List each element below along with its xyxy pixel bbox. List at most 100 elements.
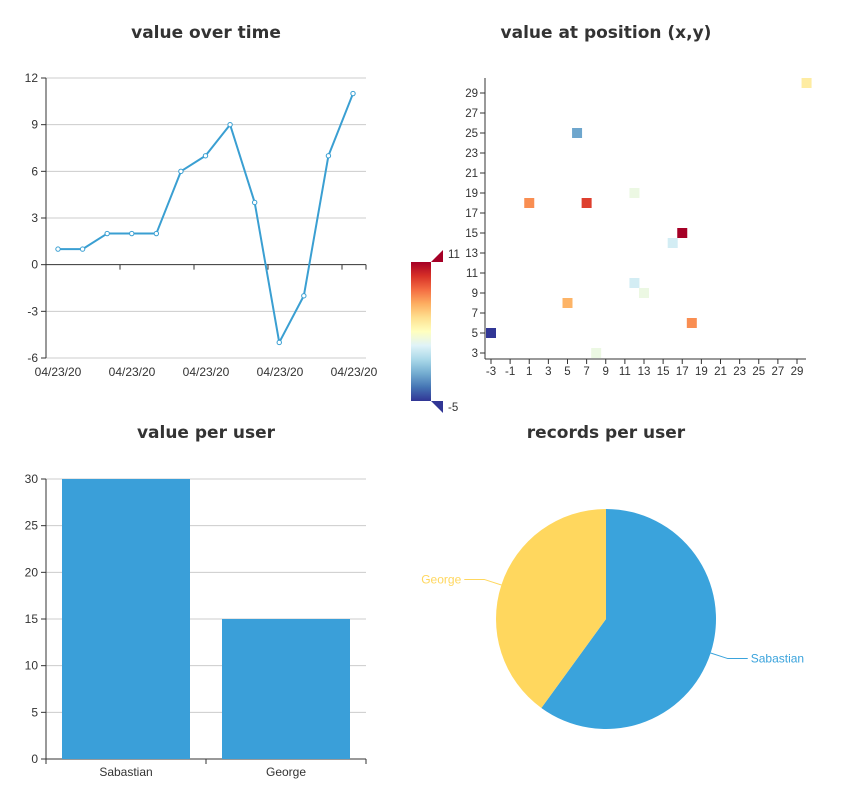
- line-x-tick-label: 04/23/20: [331, 365, 378, 379]
- heatmap-x-tick-label: 3: [545, 366, 551, 378]
- heatmap-x-tick-label: 19: [695, 366, 708, 378]
- pie-chart-title: records per user: [527, 423, 686, 443]
- line-point: [55, 246, 61, 252]
- line-point: [251, 199, 258, 206]
- line-y-tick-label: -6: [27, 351, 38, 365]
- heatmap-cell: [686, 318, 697, 328]
- line-chart: -6 -3 0 3 6 9 12 04/23/20 04/23/20 04/23/20 04/23/…: [25, 71, 378, 379]
- bar-chart: 0 5 10 15 20 25 30 Sabastian George: [25, 472, 367, 779]
- bar-y-tick-label: 25: [25, 519, 39, 533]
- bar-y-tick-label: 0: [31, 752, 38, 766]
- line-point: [79, 246, 86, 252]
- heatmap-cell: [801, 78, 812, 88]
- heatmap-x-tick-label: 9: [603, 366, 609, 378]
- pie-slice-label: Sabastian: [751, 652, 804, 666]
- heatmap-cell: [629, 188, 640, 198]
- line-y-tick-label: 6: [31, 164, 38, 178]
- visual-map-min-handle[interactable]: [431, 401, 443, 413]
- heatmap-y-tick-label: 25: [465, 128, 478, 140]
- bar-y-tick-label: 30: [25, 472, 39, 486]
- line-point: [178, 168, 184, 175]
- heatmap-y-tick-label: 23: [465, 148, 478, 160]
- heatmap-cell: [629, 278, 640, 288]
- heatmap-x-tick-label: -3: [486, 366, 496, 378]
- heatmap-y-tick-label: 7: [472, 308, 478, 320]
- heatmap-cell: [677, 228, 688, 238]
- heatmap-cell: [591, 348, 602, 358]
- line-point: [129, 230, 135, 237]
- heatmap-y-tick-label: 13: [465, 248, 478, 260]
- line-x-tick-label: 04/23/20: [183, 365, 230, 379]
- heatmap-x-tick-label: 15: [657, 366, 670, 378]
- bar-y-tick-label: 10: [25, 659, 39, 673]
- line-y-tick-label: -3: [27, 304, 38, 318]
- visual-map-min-label: -5: [448, 402, 458, 414]
- heatmap-y-tick-label: 9: [472, 288, 478, 300]
- heatmap-x-tick-label: -1: [505, 366, 515, 378]
- heatmap-title: value at position (x,y): [501, 23, 712, 43]
- line-y-tick-label: 3: [31, 211, 38, 225]
- heatmap-x-tick-label: 7: [583, 366, 589, 378]
- heatmap-cell: [572, 128, 583, 138]
- line-point: [202, 153, 209, 159]
- bar-chart-title: value per user: [137, 423, 276, 443]
- line-point: [325, 153, 332, 159]
- heatmap-y-tick-label: 19: [465, 188, 478, 200]
- bar-y-tick-label: 15: [25, 612, 39, 626]
- pie-leader-line: [464, 578, 502, 586]
- heatmap-y-tick-label: 15: [465, 228, 478, 240]
- heatmap-x-tick-label: 27: [771, 366, 784, 378]
- heatmap-x-tick-label: 21: [714, 366, 727, 378]
- heatmap-cell: [486, 328, 496, 338]
- pie-slice-label: George: [421, 572, 461, 586]
- line-x-tick-label: 04/23/20: [257, 365, 304, 379]
- heatmap-x-tick-label: 5: [564, 366, 570, 378]
- heatmap-x-tick-label: 13: [638, 366, 651, 378]
- heatmap-y-tick-label: 5: [472, 328, 478, 340]
- heatmap-x-tick-label: 11: [619, 366, 631, 378]
- heatmap-y-tick-label: 11: [466, 268, 478, 280]
- bar-y-tick-label: 5: [31, 705, 38, 719]
- heatmap-x-tick-label: 29: [791, 366, 804, 378]
- line-y-tick-label: 0: [31, 258, 38, 272]
- line-x-tick-label: 04/23/20: [109, 365, 156, 379]
- line-point: [350, 90, 356, 97]
- line-point: [153, 230, 160, 237]
- heatmap-x-tick-label: 17: [676, 366, 689, 378]
- heatmap-cell: [524, 198, 535, 208]
- line-point: [276, 339, 282, 346]
- visual-map-max-handle[interactable]: [431, 250, 443, 262]
- visual-map-max-label: 11: [448, 249, 460, 261]
- heatmap-y-tick-label: 27: [465, 108, 478, 120]
- bar-x-tick-label: Sabastian: [99, 765, 152, 779]
- heatmap-y-tick-label: 29: [465, 88, 478, 100]
- pie-slice: [541, 509, 716, 730]
- line-point: [104, 230, 110, 237]
- heatmap-cell: [639, 288, 649, 298]
- line-chart-title: value over time: [131, 23, 281, 43]
- line-y-tick-label: 12: [25, 71, 39, 85]
- line-x-tick-label: 04/23/20: [35, 365, 82, 379]
- heatmap-x-tick-label: 25: [752, 366, 765, 378]
- bar: [62, 479, 190, 759]
- bar-y-tick-label: 20: [25, 565, 39, 579]
- heatmap-cell: [581, 198, 592, 208]
- heatmap-x-tick-label: 23: [733, 366, 746, 378]
- visual-map-bar[interactable]: [411, 262, 431, 401]
- line-point: [301, 293, 307, 299]
- heatmap-y-tick-label: 17: [465, 208, 478, 220]
- line-y-tick-label: 9: [31, 118, 38, 132]
- pie-chart: Sabastian George: [421, 509, 804, 730]
- bar-x-tick-label: George: [266, 765, 306, 779]
- pie-leader-line: [710, 652, 748, 660]
- heatmap-cell: [667, 238, 678, 248]
- heatmap-y-tick-label: 3: [472, 348, 478, 360]
- heatmap-x-tick-label: 1: [526, 366, 532, 378]
- heatmap-cell: [562, 298, 573, 308]
- line-point: [227, 121, 233, 128]
- bar: [222, 619, 350, 759]
- pie-slice: [496, 509, 606, 708]
- heatmap-y-tick-label: 21: [465, 168, 478, 180]
